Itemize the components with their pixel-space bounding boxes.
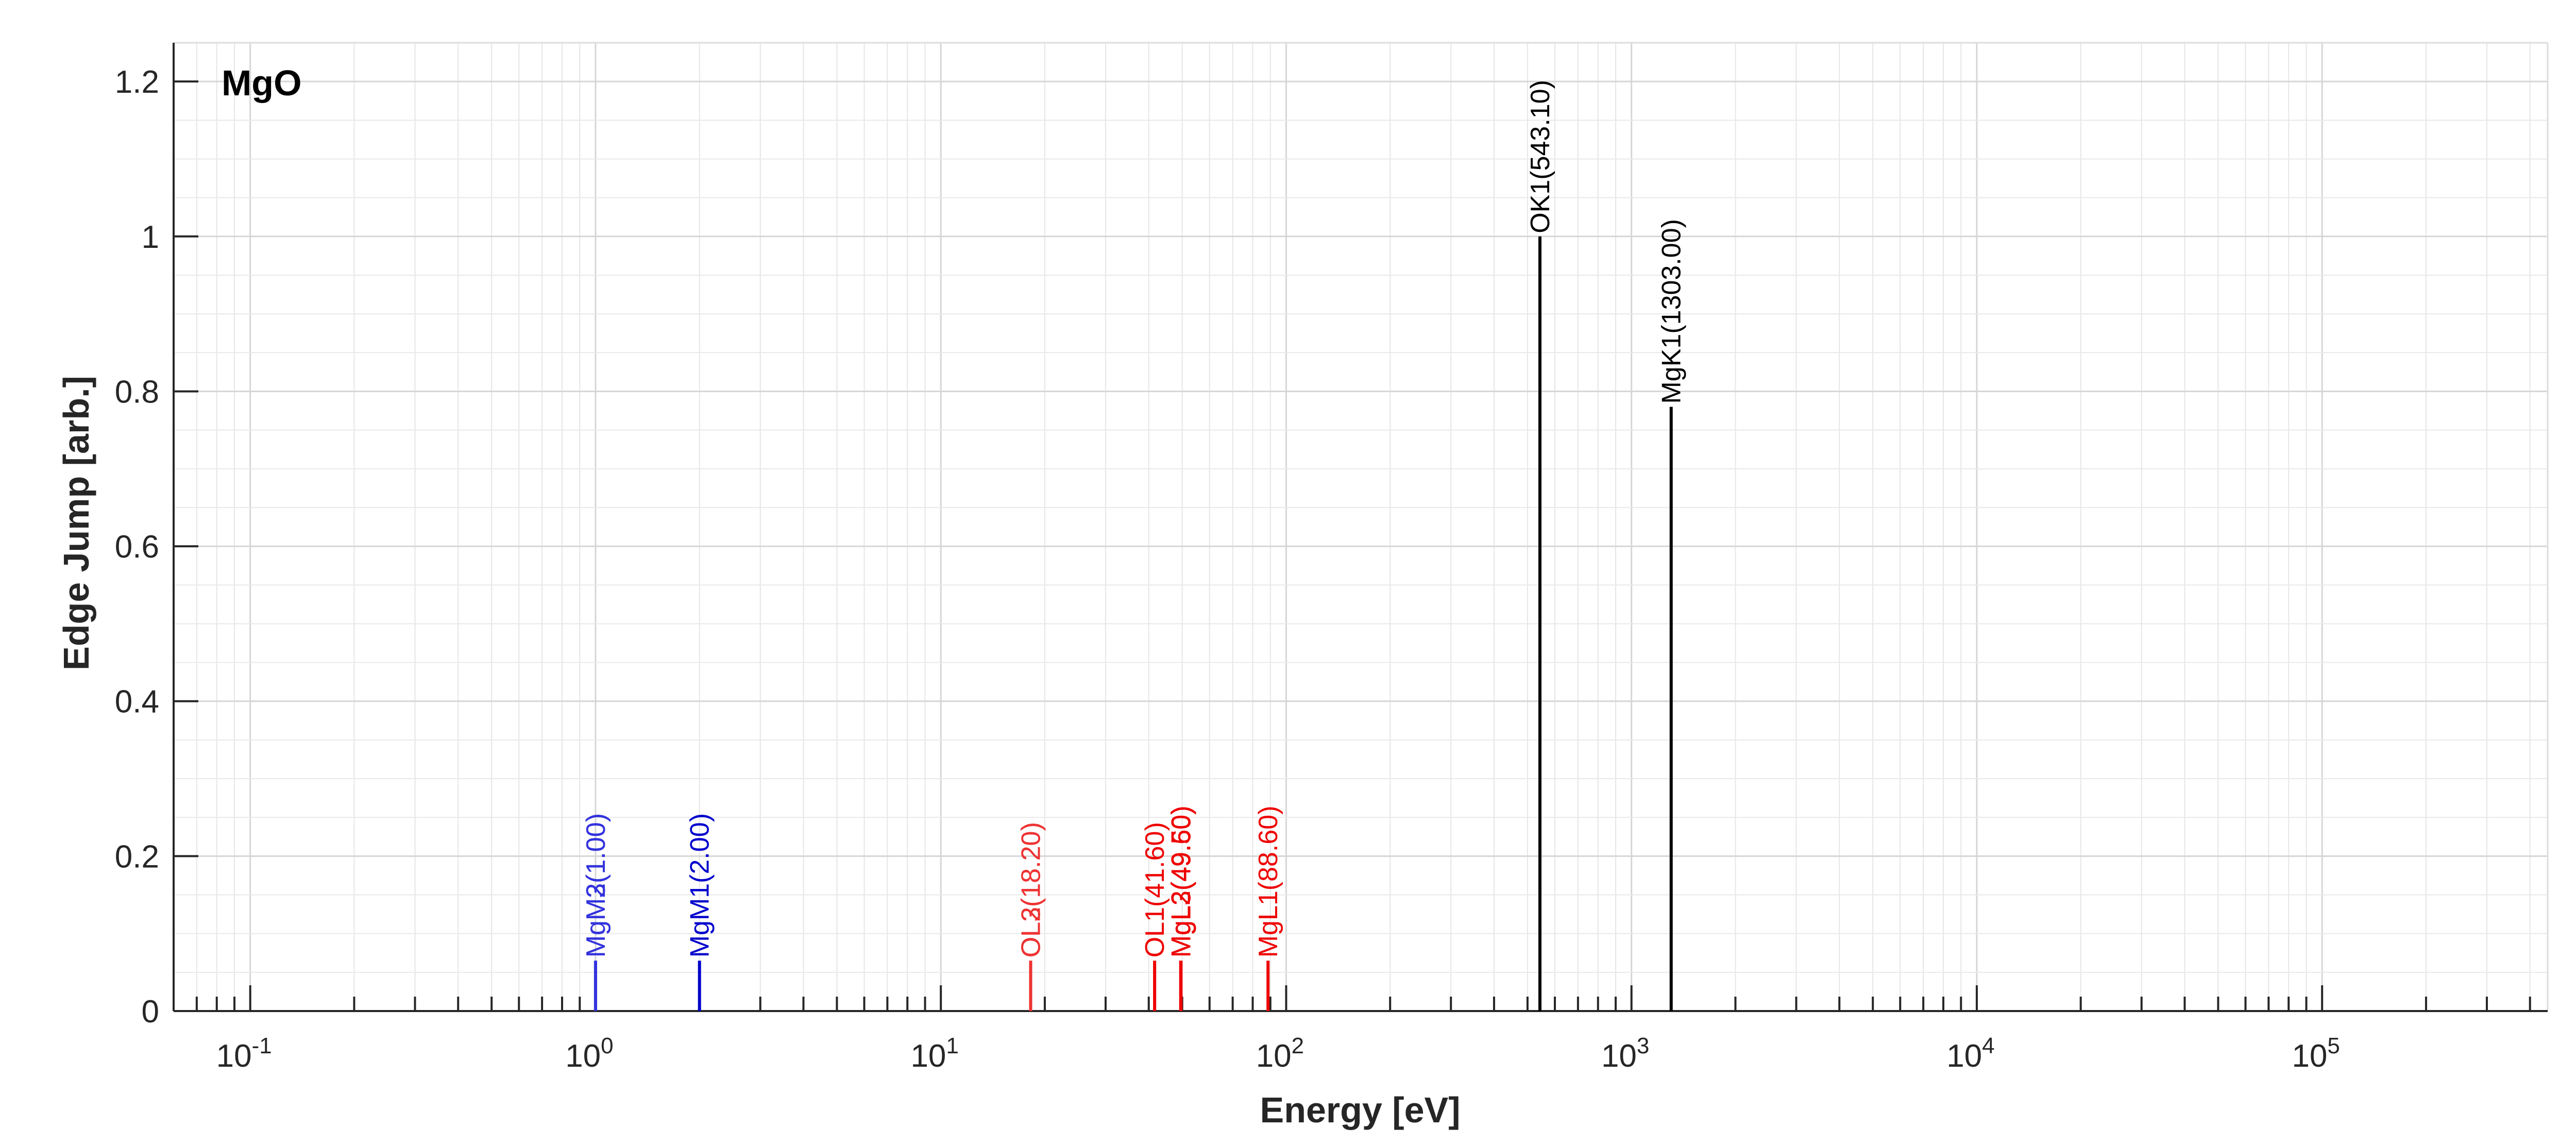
- chart-title: MgO: [222, 63, 302, 103]
- edge-label: MgL1(88.60): [1253, 805, 1283, 957]
- edge-label: OL1(41.60): [1140, 822, 1170, 957]
- edge-label: MgK1(1303.00): [1657, 219, 1687, 403]
- edge-label: OL2(18.20): [1016, 822, 1046, 957]
- y-tick-label: 1.2: [115, 64, 159, 100]
- x-tick-label: 10-1: [216, 1033, 272, 1074]
- y-tick-label: 0.2: [115, 839, 159, 874]
- edge-label: MgL2(49.50): [1166, 805, 1196, 957]
- x-tick-label: 103: [1601, 1033, 1649, 1074]
- edge-label: OK1(543.10): [1526, 80, 1555, 233]
- x-axis-label: Energy [eV]: [1260, 1090, 1461, 1130]
- edge-label: MgM1(2.00): [685, 813, 715, 957]
- edge-label: MgL3(49.60): [1166, 805, 1196, 957]
- y-tick-label: 0.6: [115, 529, 159, 565]
- edge-label: MgM2(1.00): [581, 813, 611, 957]
- x-tick-label: 101: [910, 1033, 958, 1074]
- edge-label: OL3(18.20): [1016, 822, 1046, 957]
- y-tick-label: 0.8: [115, 374, 159, 410]
- x-tick-label: 104: [1946, 1033, 1994, 1074]
- x-tick-label: 105: [2292, 1033, 2340, 1074]
- x-tick-label: 102: [1256, 1033, 1304, 1074]
- edge-label: MgM3(1.00): [581, 813, 611, 957]
- y-tick-label: 0: [142, 994, 159, 1030]
- x-tick-label: 100: [565, 1033, 613, 1074]
- y-tick-label: 1: [142, 220, 159, 255]
- y-tick-label: 0.4: [115, 684, 159, 720]
- y-axis-label: Edge Jump [arb.]: [56, 376, 96, 670]
